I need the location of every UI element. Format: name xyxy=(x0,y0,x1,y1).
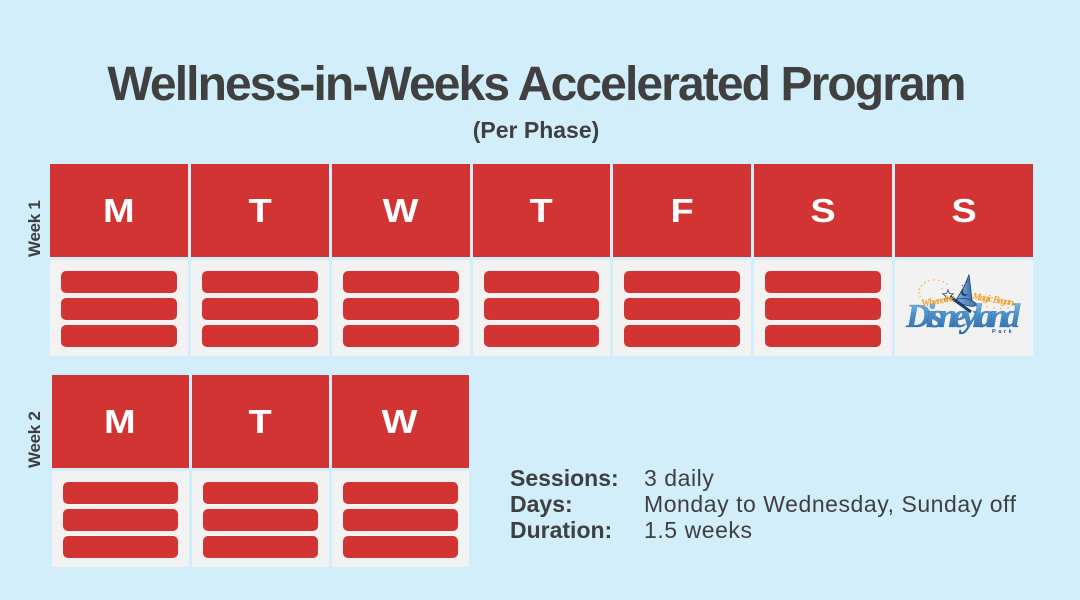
svg-text:Disneyland: Disneyland xyxy=(905,298,1021,335)
svg-text:Park: Park xyxy=(992,329,1014,335)
